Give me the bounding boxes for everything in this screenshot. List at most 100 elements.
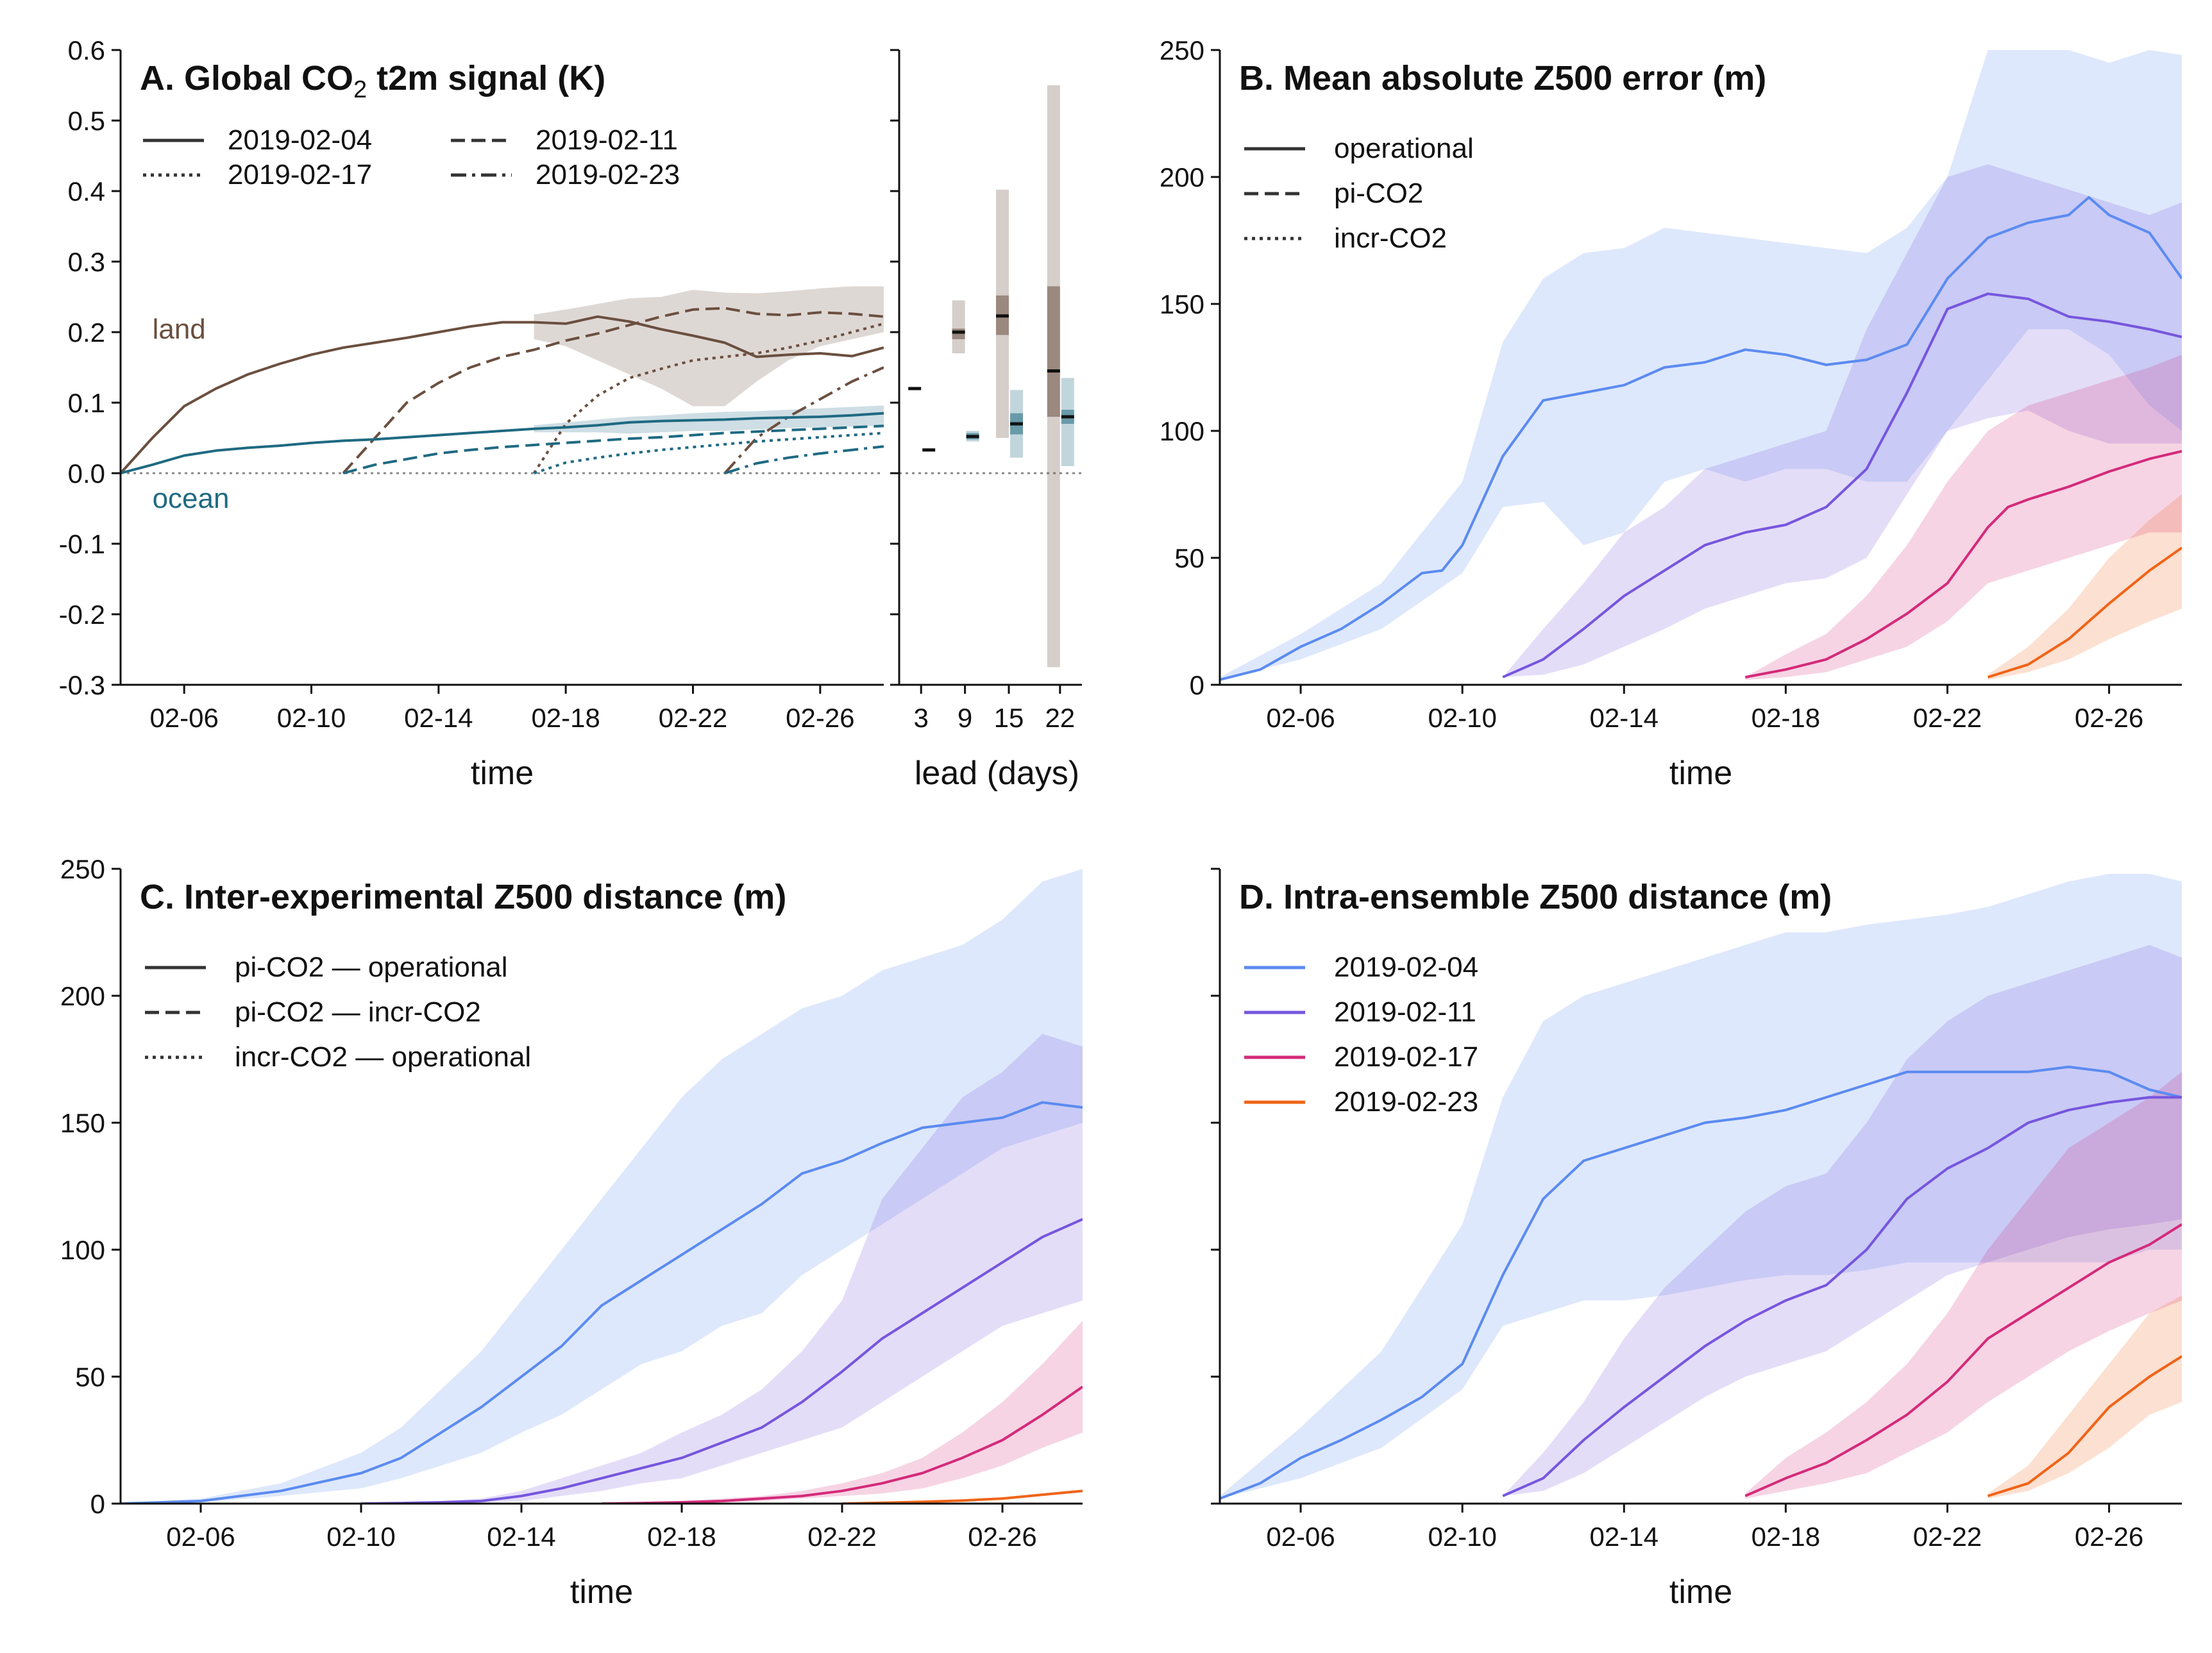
ocean-label: ocean xyxy=(153,483,230,514)
y-tick-label: 150 xyxy=(60,1108,105,1138)
x-tick-label: 02-14 xyxy=(404,703,473,733)
y-tick-label: 200 xyxy=(60,981,105,1011)
y-tick-label: 250 xyxy=(60,854,105,884)
y-tick-label: 250 xyxy=(1160,35,1204,65)
series-line-pink-2 xyxy=(1744,1223,2182,1497)
panel-d: 02-06 02-10 02-14 02-18 02-22 02-26 time D. Int… xyxy=(1211,868,2182,1611)
legend-label: 2019-02-17 xyxy=(228,159,372,190)
series-line-ocean-6 xyxy=(533,432,884,474)
x-tick-label: 02-26 xyxy=(968,1522,1036,1552)
band-orange-3 xyxy=(1988,1295,2182,1499)
panel-title: A. Global CO2 t2m signal (K) xyxy=(140,59,605,103)
x-tick-label: 02-22 xyxy=(1913,1522,1982,1552)
band-pink-2 xyxy=(1745,1071,2182,1499)
panel-title: C. Inter-experimental Z500 distance (m) xyxy=(140,878,786,916)
series-line-orange-3 xyxy=(1987,1355,2182,1498)
legend-label: 2019-02-04 xyxy=(228,124,372,156)
series-line-pink-2 xyxy=(601,1386,1083,1504)
y-tick-label: 0.1 xyxy=(68,388,105,418)
y-tick-label: 0.4 xyxy=(68,176,105,206)
legend-label: 2019-02-04 xyxy=(1334,952,1478,983)
x-tick-label: 3 xyxy=(914,703,929,733)
x-tick-label: 02-22 xyxy=(659,703,727,733)
y-tick-label: 0 xyxy=(90,1489,105,1519)
y-tick-label: -0.2 xyxy=(59,600,105,630)
series-line-purple-1 xyxy=(1502,1096,2182,1497)
band-purple-1 xyxy=(1503,944,2182,1497)
legend-label: pi-CO2 — incr-CO2 xyxy=(235,996,481,1028)
y-tick-label: 200 xyxy=(1160,162,1204,192)
band-land-0 xyxy=(534,286,884,407)
x-tick-label: 02-10 xyxy=(1428,1522,1496,1552)
y-tick-label: 100 xyxy=(1160,416,1204,446)
band-purple-1 xyxy=(441,1034,1083,1504)
panel-a-lead: 3 9 15 22 lead (days) xyxy=(890,49,1082,792)
x-tick-label: 02-06 xyxy=(1266,703,1335,733)
y-tick-label: 0.0 xyxy=(68,458,105,489)
series-line-blue-0 xyxy=(1220,196,2182,682)
y-tick-label: 50 xyxy=(75,1362,105,1392)
series-line-blue-0 xyxy=(1220,1065,2182,1500)
x-axis-label: time xyxy=(1669,755,1732,792)
series-line-land-3 xyxy=(723,366,884,474)
panel-a: -0.3 -0.2 -0.1 0.0 0.1 0.2 0.3 0.4 0.5 0.6 02-06 02… xyxy=(59,35,884,792)
x-tick-label: 02-22 xyxy=(1913,703,1982,733)
x-tick-label: 02-14 xyxy=(1590,703,1659,733)
legend-label: incr-CO2 — operational xyxy=(235,1041,531,1073)
panel-c: 0 50 100 150 200 250 02-06 02-10 02-14 02-18 02-22… xyxy=(60,854,1083,1611)
x-tick-label: 02-26 xyxy=(2075,1522,2143,1552)
x-tick-label: 02-10 xyxy=(277,703,346,733)
legend-label: pi-CO2 xyxy=(1334,178,1423,209)
series-line-purple-1 xyxy=(1502,292,2182,678)
x-tick-label: 02-18 xyxy=(647,1522,716,1552)
panel-title: B. Mean absolute Z500 error (m) xyxy=(1239,59,1766,97)
legend: 2019-02-04 2019-02-11 2019-02-17 2019-02-23 xyxy=(143,124,680,190)
x-axis-label: lead (days) xyxy=(915,755,1079,792)
series-line-ocean-5 xyxy=(342,424,884,474)
x-tick-label: 02-10 xyxy=(1428,703,1496,733)
y-tick-label: 0.5 xyxy=(68,106,105,136)
x-tick-label: 02-10 xyxy=(326,1522,395,1552)
y-tick-label: 0.3 xyxy=(68,247,105,277)
panel-title: D. Intra-ensemble Z500 distance (m) xyxy=(1239,878,1832,916)
x-tick-label: 02-14 xyxy=(487,1522,555,1552)
legend-label: 2019-02-23 xyxy=(1334,1086,1478,1118)
series-line-land-1 xyxy=(342,306,884,474)
legend-label: 2019-02-11 xyxy=(1334,996,1476,1028)
legend-label: 2019-02-23 xyxy=(536,159,680,190)
series-line-ocean-7 xyxy=(724,445,884,474)
legend: 2019-02-04 2019-02-11 2019-02-17 2019-02-23 xyxy=(1244,952,1478,1118)
x-tick-label: 02-26 xyxy=(2075,703,2143,733)
x-tick-label: 02-06 xyxy=(166,1522,235,1552)
x-tick-label: 02-18 xyxy=(1752,1522,1820,1552)
y-tick-label: 0.6 xyxy=(68,35,105,65)
panel-b: 0 50 100 150 200 250 02-06 02-10 02-14 02-18 02-22… xyxy=(1160,35,2182,792)
legend-label: operational xyxy=(1334,133,1474,164)
band-pink-2 xyxy=(1745,355,2182,680)
x-tick-label: 02-26 xyxy=(786,703,854,733)
series-line-land-2 xyxy=(532,322,884,474)
range-bar-land xyxy=(952,300,965,353)
x-tick-label: 9 xyxy=(958,703,972,733)
band-orange-3 xyxy=(1988,494,2182,680)
y-tick-label: 100 xyxy=(60,1235,105,1265)
band-blue-0 xyxy=(1220,50,2182,680)
band-purple-1 xyxy=(1503,164,2182,678)
y-tick-label: -0.1 xyxy=(59,529,105,559)
legend-label: pi-CO2 — operational xyxy=(235,952,508,983)
series-line-blue-0 xyxy=(121,1101,1083,1504)
x-tick-label: 22 xyxy=(1045,703,1075,733)
x-axis-label: time xyxy=(471,755,534,792)
series-line-purple-1 xyxy=(360,1218,1083,1504)
land-label: land xyxy=(153,314,206,345)
legend: pi-CO2 — operational pi-CO2 — incr-CO2 inc… xyxy=(145,952,531,1073)
x-tick-label: 15 xyxy=(994,703,1024,733)
x-tick-label: 02-14 xyxy=(1590,1522,1659,1552)
series-line-orange-3 xyxy=(1987,546,2182,679)
band-blue-0 xyxy=(1220,873,2182,1499)
series-line-land-0 xyxy=(121,315,884,474)
legend-label: 2019-02-17 xyxy=(1334,1041,1478,1073)
legend-label: 2019-02-11 xyxy=(536,124,678,156)
